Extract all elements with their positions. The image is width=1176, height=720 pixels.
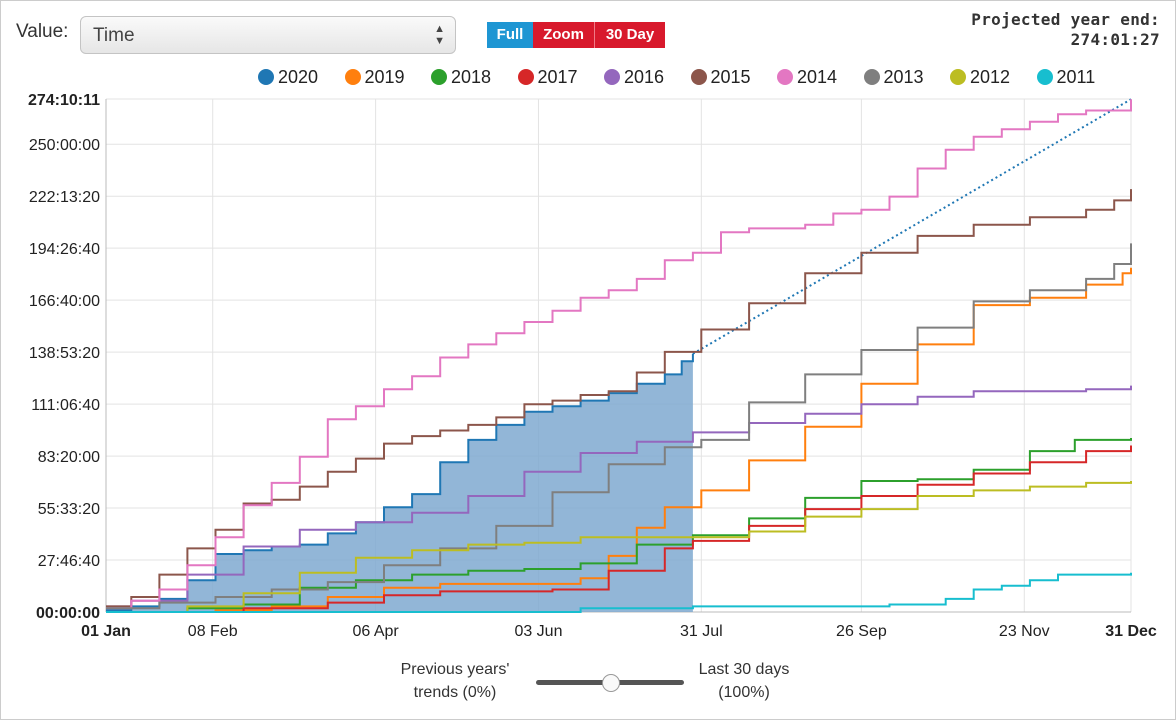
trend-slider-area: Previous years' trends (0%) Last 30 days…: [0, 655, 1176, 715]
value-select-current: Time: [93, 25, 135, 46]
legend-item-2019[interactable]: 2019: [344, 66, 405, 88]
value-label: Value:: [16, 21, 69, 42]
legend-label: 2011: [1056, 66, 1096, 87]
projection-value: 274:01:27: [1070, 30, 1160, 49]
legend-label: 2013: [883, 66, 924, 87]
legend-dot-icon: [517, 69, 534, 85]
series-2011-line: [106, 572, 1132, 613]
legend-item-2018[interactable]: 2018: [431, 66, 491, 88]
legend-dot-icon: [950, 69, 966, 85]
legend-item-2015[interactable]: 2015: [690, 66, 751, 88]
projection-box: Projected year end: 274:01:27: [971, 10, 1160, 50]
series-2020-projection-line: [692, 98, 1132, 355]
x-tick-label: 01 Jan: [81, 623, 131, 640]
select-arrows-icon: ▲ ▼: [434, 23, 445, 47]
legend-label: 2019: [364, 66, 405, 87]
y-tick-label: 166:40:00: [29, 293, 100, 310]
x-tick-label: 26 Sep: [836, 623, 887, 640]
legend-item-2011[interactable]: 2011: [1036, 66, 1096, 88]
series-2017-line: [106, 445, 1132, 613]
series-2016-line: [106, 385, 1132, 608]
legend-label: 2018: [451, 66, 492, 87]
projection-label: Projected year end:: [971, 10, 1160, 29]
legend-dot-icon: [777, 69, 793, 85]
x-tick-label: 23 Nov: [999, 623, 1050, 640]
x-tick-label: 31 Jul: [680, 623, 723, 640]
legend-dot-icon: [431, 69, 447, 85]
30-day-button[interactable]: 30 Day: [595, 22, 665, 48]
legend-dot-icon: [863, 69, 880, 85]
y-tick-label: 00:00:00: [36, 605, 100, 622]
y-tick-label: 250:00:00: [29, 137, 100, 154]
x-tick-label: 03 Jun: [514, 623, 562, 640]
y-tick-label: 194:26:40: [29, 241, 100, 258]
legend-item-2020[interactable]: 2020: [258, 66, 318, 88]
slider-right-line2: (100%): [718, 684, 770, 701]
range-button-group: Full Zoom 30 Day: [487, 22, 665, 48]
y-tick-label: 83:20:00: [38, 449, 100, 466]
y-tick-label: 222:13:20: [29, 189, 100, 206]
series-2012-line: [106, 481, 1132, 613]
legend-label: 2016: [624, 66, 665, 87]
legend-item-2013[interactable]: 2013: [863, 66, 924, 88]
series-2020-area: [106, 353, 693, 612]
trend-chart: 00:00:00 27:46:40 55:33:20 83:20:00 111:06:4…: [28, 92, 1157, 640]
legend-item-2016[interactable]: 2016: [604, 66, 664, 88]
legend-dot-icon: [1036, 69, 1053, 85]
slider-left-line2: trends (0%): [413, 684, 497, 701]
legend-item-2014[interactable]: 2014: [777, 66, 837, 88]
legend-label: 2012: [970, 66, 1011, 87]
legend-item-2012[interactable]: 2012: [950, 66, 1010, 88]
y-tick-label: 55:33:20: [38, 501, 100, 518]
legend-label: 2014: [797, 66, 838, 87]
y-tick-label: 274:10:11: [28, 92, 100, 109]
legend-label: 2017: [537, 66, 578, 87]
y-tick-label: 111:06:40: [31, 397, 100, 414]
legend-dot-icon: [604, 69, 620, 85]
x-tick-label: 06 Apr: [352, 623, 399, 640]
legend-item-2017[interactable]: 2017: [517, 66, 578, 88]
legend-label: 2020: [278, 66, 319, 87]
legend-dot-icon: [258, 69, 274, 85]
slider-thumb[interactable]: [602, 674, 620, 692]
slider-right-line1: Last 30 days: [698, 661, 790, 678]
series-2013-line: [106, 243, 1132, 610]
y-tick-label: 27:46:40: [38, 553, 100, 570]
zoom-button[interactable]: Zoom: [533, 22, 595, 48]
y-tick-label: 138:53:20: [29, 345, 100, 362]
x-tick-label: 08 Feb: [188, 623, 238, 640]
x-tick-label: 31 Dec: [1105, 623, 1157, 640]
series-2020-line: [106, 353, 694, 612]
legend-label: 2015: [710, 66, 751, 87]
full-button[interactable]: Full: [487, 22, 533, 48]
series-2015-line: [106, 189, 1132, 608]
slider-left-line1: Previous years': [400, 661, 510, 678]
slider-left-label: Previous years' trends (0%): [380, 658, 530, 704]
value-select[interactable]: Time ▲ ▼: [80, 16, 456, 54]
slider-right-label: Last 30 days (100%): [664, 658, 824, 704]
legend-dot-icon: [344, 69, 361, 85]
chart-legend: 2020 2019 2018 2017 2016 2015 2014 2013 2012 2011: [0, 66, 1176, 88]
series-2014-line: [106, 99, 1132, 610]
legend-dot-icon: [690, 69, 707, 85]
